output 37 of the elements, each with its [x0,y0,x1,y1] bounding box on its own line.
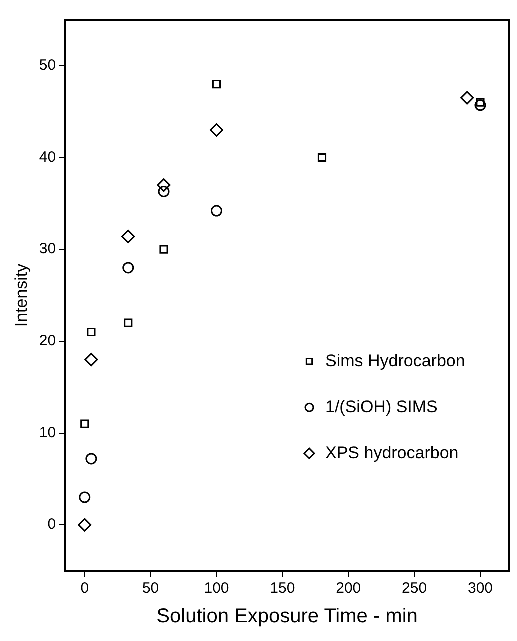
point [212,80,222,89]
x-tick-label: 300 [468,580,494,598]
point [122,230,136,244]
point [124,318,133,328]
point [160,245,168,254]
point [84,353,98,367]
point [86,453,98,465]
point [158,186,170,198]
y-axis-title: Intensity [12,263,31,328]
x-axis-title: Solution Exposure Time - min [156,606,418,628]
legend-label: 1/(SiOH) SIMS [326,397,438,416]
point [79,492,91,504]
point [210,123,224,137]
point [474,100,486,112]
point [460,91,474,105]
point [122,262,134,274]
legend-label: XPS hydrocarbon [326,443,459,462]
x-tick-label: 250 [402,580,428,598]
y-tick-label: 0 [48,516,56,534]
x-tick-label: 100 [204,580,230,598]
x-tick-label: 150 [270,580,296,598]
point [80,420,90,428]
y-tick-label: 30 [39,240,56,258]
point [210,205,222,217]
x-tick-label: 0 [80,580,90,598]
x-tick-label: 50 [142,580,160,598]
x-tick-label: 200 [336,580,362,598]
legend-label: Sims Hydrocarbon [326,351,466,370]
y-tick-label: 20 [39,332,56,350]
y-tick-label: 40 [39,148,56,166]
point [318,153,327,162]
y-tick-label: 50 [39,57,56,74]
y-tick-label: 10 [39,424,56,442]
point [78,518,92,532]
point [476,98,485,107]
point [87,328,96,337]
point [157,178,171,192]
